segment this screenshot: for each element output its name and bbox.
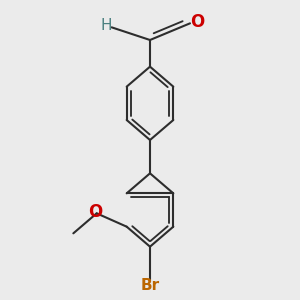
Text: Br: Br [140, 278, 160, 293]
Text: O: O [190, 13, 205, 31]
Text: H: H [101, 19, 112, 34]
Text: O: O [88, 203, 102, 221]
